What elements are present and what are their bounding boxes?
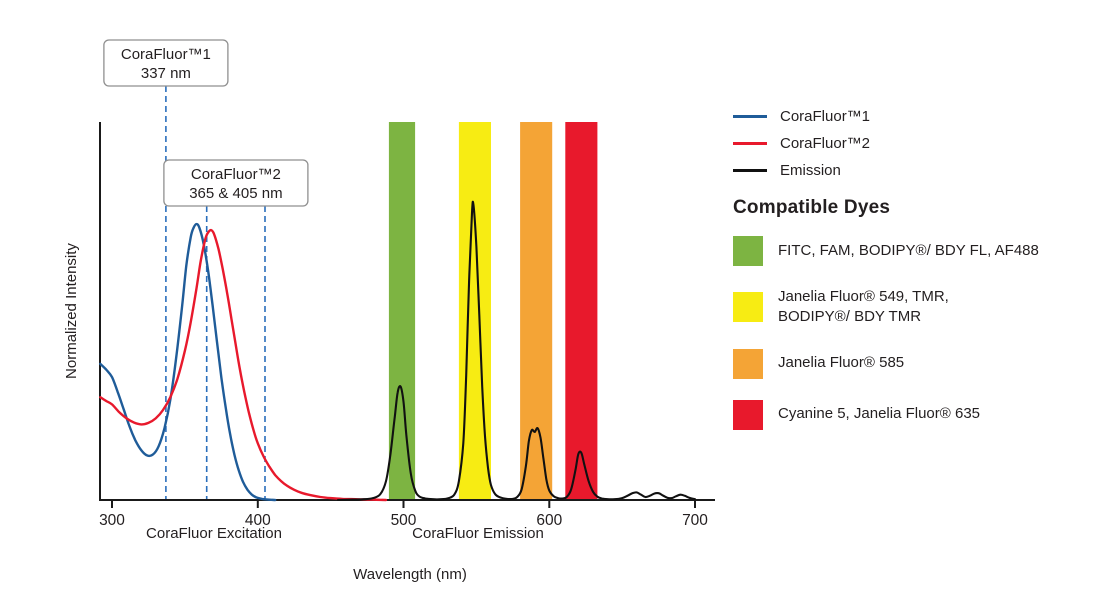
emission-section-label: CoraFluor Emission — [412, 525, 544, 542]
x-tick-label-500: 500 — [391, 512, 417, 529]
dye-item-green: FITC, FAM, BODIPY®/ BDY FL, AF488 — [733, 236, 1105, 266]
callout-rect — [103, 39, 229, 87]
emission-filter-bands-group — [388, 122, 598, 500]
callout-box-1: CoraFluor™1 337 nm — [103, 39, 229, 87]
dye-item-orange: Janelia Fluor® 585 — [733, 348, 1105, 379]
dye-item-yellow: Janelia Fluor® 549, TMR, BODIPY®/ BDY TM… — [733, 287, 1105, 328]
filter-band-green — [388, 122, 416, 500]
legend-item-corafluor2: CoraFluor™2 — [733, 134, 1105, 152]
callout-boxes-group: CoraFluor™1 337 nm CoraFluor™2 365 & 405 nm — [103, 39, 309, 207]
x-tick-label-600: 600 — [536, 512, 562, 529]
legend-panel: CoraFluor™1 CoraFluor™2 Emission Compati… — [733, 107, 1105, 451]
x-tick-label-700: 700 — [682, 512, 708, 529]
yellow-filter-swatch — [733, 292, 763, 323]
callout-title: CoraFluor™1 — [121, 46, 211, 63]
dye-label-green: FITC, FAM, BODIPY®/ BDY FL, AF488 — [778, 241, 1039, 259]
callout-box-2: CoraFluor™2 365 & 405 nm — [163, 159, 309, 207]
y-axis-label: Normalized Intensity — [63, 243, 80, 379]
callout-wavelength: 365 & 405 nm — [189, 185, 282, 202]
legend-item-emission: Emission — [733, 161, 1105, 179]
emission-curve — [336, 200, 697, 502]
green-filter-swatch — [733, 236, 763, 266]
corafluor1-line-sample — [733, 114, 767, 118]
dye-label-yellow: Janelia Fluor® 549, TMR, BODIPY®/ BDY TM… — [778, 288, 949, 326]
red-filter-swatch — [733, 399, 763, 430]
corafluor2-excitation-curve — [99, 228, 388, 502]
callout-title: CoraFluor™2 — [191, 166, 281, 183]
excitation-section-label: CoraFluor Excitation — [146, 525, 282, 542]
filter-band-orange — [520, 122, 553, 500]
x-axis-label: Wavelength (nm) — [353, 566, 467, 583]
callout-rect — [163, 159, 309, 207]
spectra-curves-group — [99, 200, 697, 502]
dye-label-red: Cyanine 5, Janelia Fluor® 635 — [778, 405, 981, 423]
x-tick-label-300: 300 — [99, 512, 125, 529]
corafluor2-line-sample — [733, 141, 767, 145]
corafluor1-excitation-curve — [99, 222, 277, 502]
x-tick-label-400: 400 — [245, 512, 271, 529]
legend-label-corafluor2: CoraFluor™2 — [780, 134, 871, 152]
legend-label-emission: Emission — [780, 161, 841, 179]
dye-item-red: Cyanine 5, Janelia Fluor® 635 — [733, 399, 1105, 430]
legend-item-corafluor1: CoraFluor™1 — [733, 107, 1105, 125]
emission-line-sample — [733, 168, 767, 172]
filter-band-red — [565, 122, 598, 500]
excitation-marker-lines-group — [165, 86, 266, 500]
dye-label-orange: Janelia Fluor® 585 — [778, 354, 905, 372]
orange-filter-swatch — [733, 348, 763, 379]
compatible-dyes-title: Compatible Dyes — [733, 197, 891, 218]
legend-label-corafluor1: CoraFluor™1 — [780, 107, 871, 125]
callout-wavelength: 337 nm — [141, 65, 191, 82]
